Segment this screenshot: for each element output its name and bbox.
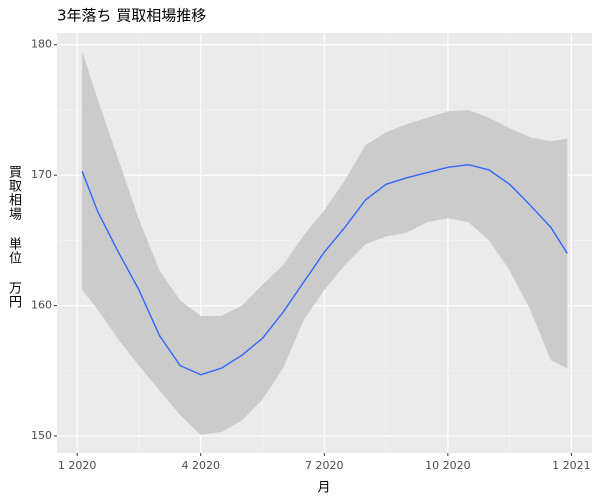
x-tick-label: 7 2020	[305, 459, 344, 472]
confidence-band	[82, 51, 568, 435]
y-tick-label: 160	[31, 299, 52, 312]
y-axis-label: 買取相場 単位 万円	[6, 165, 21, 309]
x-tick-label: 4 2020	[181, 459, 220, 472]
chart-title: 3年落ち 買取相場推移	[57, 7, 206, 25]
x-tick-label: 1 2021	[552, 459, 591, 472]
y-tick-label: 180	[31, 38, 52, 51]
x-tick-label: 10 2020	[425, 459, 471, 472]
y-tick-label: 170	[31, 168, 52, 181]
y-tick-label: 150	[31, 429, 52, 442]
line	[81, 164, 568, 376]
x-tick-label: 1 2020	[58, 459, 97, 472]
x-axis-label: 月	[317, 481, 330, 496]
